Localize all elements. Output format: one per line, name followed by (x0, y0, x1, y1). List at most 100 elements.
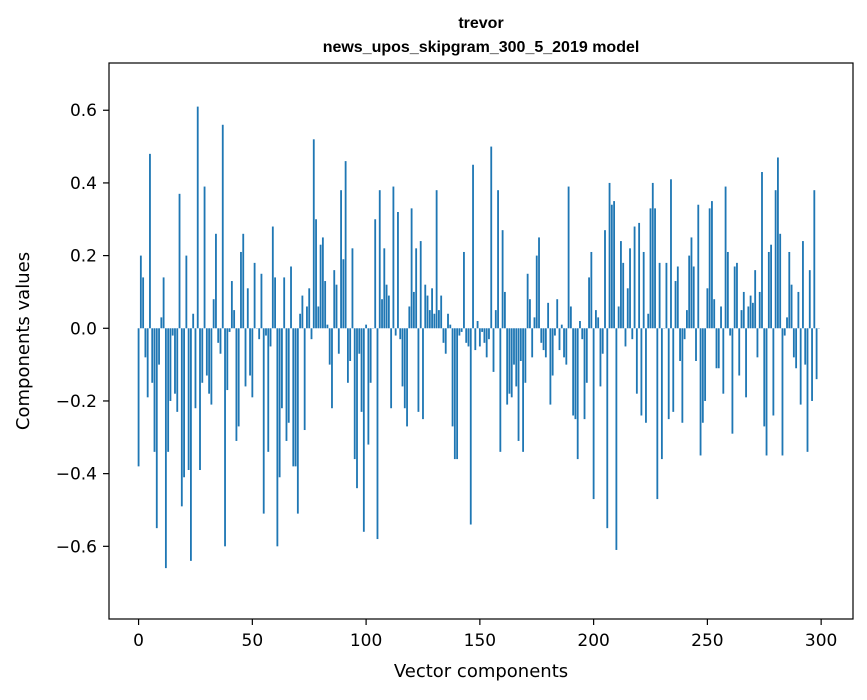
bar-component-288 (793, 328, 795, 357)
bar-component-258 (725, 187, 727, 329)
bar-component-14 (170, 328, 172, 401)
bar-component-156 (493, 328, 495, 372)
bar-component-290 (797, 292, 799, 328)
bar-component-270 (752, 303, 754, 328)
bar-component-13 (167, 328, 169, 452)
bar-component-281 (777, 157, 779, 328)
bar-component-28 (201, 328, 203, 383)
bar-component-154 (488, 328, 490, 339)
bar-component-27 (199, 328, 201, 470)
bar-component-199 (590, 252, 592, 328)
bar-component-132 (438, 310, 440, 328)
bar-component-3 (144, 328, 146, 357)
bar-component-283 (782, 328, 784, 455)
x-tick-label: 300 (805, 631, 837, 651)
bar-component-173 (531, 328, 533, 357)
bar-component-152 (484, 328, 486, 343)
y-tick-label: −0.6 (56, 537, 97, 557)
bar-component-275 (763, 328, 765, 426)
bar-component-248 (702, 328, 704, 422)
bar-component-75 (308, 288, 310, 328)
bar-component-148 (474, 328, 476, 350)
bar-component-17 (176, 328, 178, 412)
bar-component-100 (365, 325, 367, 329)
bar-component-188 (565, 328, 567, 364)
bar-component-61 (276, 328, 278, 546)
bar-component-150 (479, 328, 481, 346)
bar-component-111 (390, 328, 392, 408)
bar-component-186 (561, 325, 563, 329)
bar-component-217 (631, 328, 633, 339)
bar-component-232 (666, 263, 668, 328)
bar-component-38 (224, 328, 226, 546)
bar-component-194 (579, 321, 581, 328)
bar-component-25 (195, 328, 197, 408)
bar-component-83 (327, 325, 329, 329)
bar-component-153 (486, 328, 488, 357)
bar-component-36 (220, 328, 222, 353)
bar-component-46 (242, 234, 244, 328)
bar-component-138 (452, 328, 454, 426)
bar-component-0 (138, 328, 140, 466)
bar-component-176 (538, 237, 540, 328)
bar-component-144 (465, 328, 467, 343)
bar-component-293 (804, 328, 806, 364)
bar-component-118 (406, 328, 408, 426)
bar-component-53 (258, 328, 260, 339)
bar-component-170 (524, 328, 526, 383)
bar-component-96 (356, 328, 358, 488)
bar-component-269 (750, 296, 752, 329)
bar-component-58 (270, 328, 272, 346)
bar-component-285 (786, 317, 788, 328)
bar-component-163 (509, 328, 511, 393)
bar-component-112 (392, 187, 394, 329)
bar-component-263 (736, 263, 738, 328)
bar-component-127 (427, 296, 429, 329)
bar-component-282 (779, 234, 781, 328)
bar-component-95 (354, 328, 356, 459)
bar-component-108 (383, 248, 385, 328)
bar-component-33 (213, 299, 215, 328)
bar-component-174 (534, 317, 536, 328)
bar-component-31 (208, 328, 210, 393)
bar-component-159 (499, 328, 501, 452)
bar-component-98 (361, 328, 363, 412)
bar-component-126 (424, 285, 426, 329)
bar-component-235 (672, 328, 674, 412)
bar-component-113 (395, 328, 397, 335)
bar-component-190 (570, 306, 572, 328)
bar-component-124 (420, 241, 422, 328)
bar-component-228 (656, 328, 658, 499)
bar-component-29 (204, 187, 206, 329)
bar-component-131 (436, 190, 438, 328)
bar-component-9 (158, 328, 160, 364)
bar-component-203 (600, 328, 602, 386)
bar-component-11 (163, 277, 165, 328)
bar-component-86 (333, 270, 335, 328)
bar-component-51 (254, 263, 256, 328)
bar-component-74 (306, 306, 308, 328)
bar-component-6 (151, 328, 153, 383)
bar-component-167 (518, 328, 520, 441)
bar-component-155 (490, 147, 492, 329)
bar-component-99 (363, 328, 365, 532)
bar-component-210 (615, 328, 617, 550)
bar-component-125 (422, 328, 424, 419)
bar-component-157 (495, 310, 497, 328)
y-tick-label: 0.4 (70, 174, 97, 194)
bar-component-90 (342, 259, 344, 328)
bar-component-241 (686, 310, 688, 328)
bar-component-277 (768, 252, 770, 328)
x-tick-label: 250 (691, 631, 723, 651)
x-tick-label: 150 (464, 631, 496, 651)
bar-component-259 (727, 252, 729, 328)
bar-component-78 (315, 219, 317, 328)
bar-component-236 (675, 281, 677, 328)
bar-component-244 (693, 267, 695, 329)
bar-component-212 (620, 241, 622, 328)
x-tick-label: 200 (577, 631, 609, 651)
bar-component-198 (588, 277, 590, 328)
bar-component-20 (183, 328, 185, 477)
bar-component-250 (706, 288, 708, 328)
bar-component-35 (217, 328, 219, 343)
